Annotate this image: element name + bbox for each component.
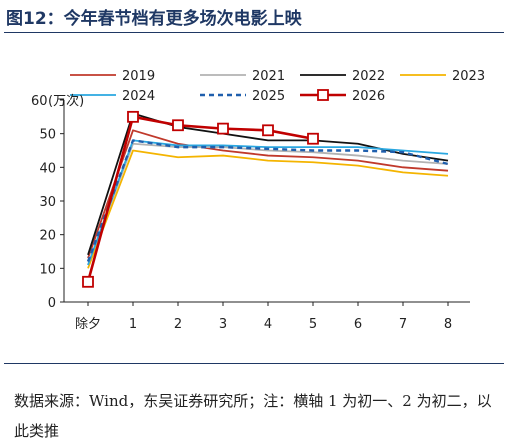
series-lines — [82, 110, 449, 288]
series-line-2021 — [87, 142, 449, 266]
data-point-2026 — [172, 119, 184, 132]
x-tick-label: 7 — [399, 317, 407, 332]
series-line-2022 — [87, 112, 449, 256]
legend: 2019 2021 2022 2023 2024 2025 2026 — [70, 69, 485, 104]
figure-title: 图12：今年春节档有更多场次电影上映 — [6, 9, 302, 29]
data-point-2026 — [217, 122, 229, 135]
y-tick-label: 30 — [39, 195, 56, 210]
x-tick-label: 2 — [174, 317, 182, 332]
legend-item-2019: 2019 — [70, 69, 155, 84]
series-line-2025 — [86, 139, 449, 263]
data-point-2026 — [127, 110, 139, 123]
x-tick-label: 6 — [354, 317, 362, 332]
x-tick-label: 5 — [309, 317, 317, 332]
series-line-2019 — [87, 129, 449, 259]
legend-label: 2025 — [252, 89, 285, 104]
legend-label: 2019 — [122, 69, 155, 84]
y-tick-label: 40 — [39, 161, 56, 176]
x-tick-label: 8 — [444, 317, 452, 332]
y-tick-label: 60 — [31, 94, 48, 109]
series-line-2023 — [87, 149, 449, 269]
legend-label: 2024 — [122, 89, 155, 104]
y-tick-label: 0 — [48, 296, 56, 311]
legend-item-2021: 2021 — [200, 69, 285, 84]
legend-item-2022: 2022 — [300, 69, 385, 84]
y-tick-label: 20 — [39, 229, 56, 244]
data-point-2026 — [262, 124, 274, 137]
axes: 0 10 20 30 40 50 60 除夕 1 2 3 4 5 6 7 8 — [31, 94, 470, 332]
data-point-2026 — [307, 132, 319, 145]
y-tick-label: 50 — [39, 128, 56, 143]
footer-rule — [4, 363, 504, 364]
legend-item-2024: 2024 — [70, 89, 155, 104]
x-tick-label: 1 — [129, 317, 137, 332]
y-tick-label: 10 — [39, 262, 56, 277]
line-chart: 2019 2021 2022 2023 2024 2025 2026 0 10 20 30 40 50… — [31, 69, 485, 332]
legend-label: 2023 — [452, 69, 485, 84]
x-tick-label: 4 — [264, 317, 272, 332]
title-rule — [4, 32, 504, 33]
legend-label: 2021 — [252, 69, 285, 84]
y-axis-label: (万次) — [48, 93, 84, 109]
x-tick-label: 3 — [219, 317, 227, 332]
legend-marker — [317, 89, 329, 101]
data-point-2026 — [82, 275, 94, 288]
legend-item-2025: 2025 — [200, 89, 285, 104]
series-line-2026 — [86, 115, 314, 283]
source-note: 数据来源：Wind，东吴证券研究所；注：横轴 1 为初一、2 为初二，以此类推 — [14, 392, 492, 440]
legend-item-2026: 2026 — [300, 89, 385, 104]
x-tick-label: 除夕 — [75, 317, 101, 332]
legend-label: 2022 — [352, 69, 385, 84]
legend-item-2023: 2023 — [400, 69, 485, 84]
legend-label: 2026 — [352, 89, 385, 104]
